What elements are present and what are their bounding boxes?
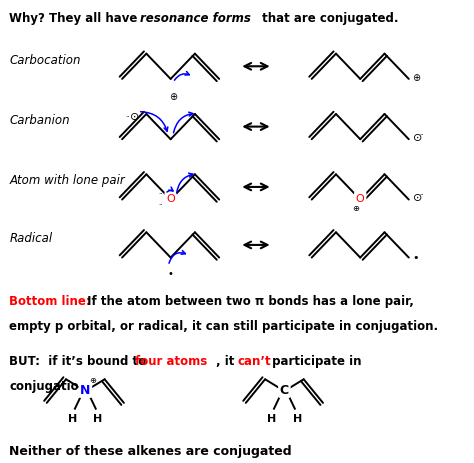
Text: ··: ·· xyxy=(158,191,163,197)
Text: participate in: participate in xyxy=(268,354,361,367)
Text: ⊕: ⊕ xyxy=(169,91,177,101)
Text: ··: ·· xyxy=(125,114,130,120)
Text: O: O xyxy=(356,194,365,204)
Text: O: O xyxy=(166,194,175,204)
Text: •: • xyxy=(412,252,419,262)
Text: Carbanion: Carbanion xyxy=(9,114,70,127)
Text: Why? They all have: Why? They all have xyxy=(9,12,142,25)
Text: •: • xyxy=(168,268,173,278)
Text: ⊕: ⊕ xyxy=(89,375,96,384)
Text: conjugation.: conjugation. xyxy=(9,380,92,393)
FancyArrowPatch shape xyxy=(167,188,173,193)
Text: , it: , it xyxy=(216,354,238,367)
Text: BUT:  if it’s bound to: BUT: if it’s bound to xyxy=(9,354,151,367)
Text: H: H xyxy=(292,413,302,424)
Text: Bottom line:: Bottom line: xyxy=(9,294,91,307)
Text: resonance forms: resonance forms xyxy=(140,12,251,25)
Text: If the atom between two π bonds has a lone pair,: If the atom between two π bonds has a lo… xyxy=(83,294,414,307)
Text: N: N xyxy=(80,383,91,396)
Text: that are conjugated.: that are conjugated. xyxy=(258,12,399,25)
FancyArrowPatch shape xyxy=(141,113,168,132)
Text: ⊙: ⊙ xyxy=(130,112,139,122)
Text: ··: ·· xyxy=(419,131,424,138)
Text: empty p orbital, or radical, it can still participate in conjugation.: empty p orbital, or radical, it can stil… xyxy=(9,319,438,332)
Text: Neither of these alkenes are conjugated: Neither of these alkenes are conjugated xyxy=(9,444,292,457)
Text: H: H xyxy=(267,413,276,424)
Text: H: H xyxy=(68,413,77,424)
Text: ⊙: ⊙ xyxy=(412,193,422,203)
Text: ⊕: ⊕ xyxy=(412,72,421,82)
FancyArrowPatch shape xyxy=(174,72,189,81)
Text: ··: ·· xyxy=(419,192,424,198)
Text: Carbocation: Carbocation xyxy=(9,54,81,67)
Text: ⊙: ⊙ xyxy=(412,132,422,143)
FancyArrowPatch shape xyxy=(169,251,185,263)
Text: Radical: Radical xyxy=(9,232,53,245)
FancyArrowPatch shape xyxy=(177,174,193,194)
Text: can’t: can’t xyxy=(237,354,271,367)
Text: C: C xyxy=(280,383,289,396)
Text: ⊕: ⊕ xyxy=(352,204,359,213)
Text: H: H xyxy=(93,413,103,424)
FancyArrowPatch shape xyxy=(173,113,193,133)
Text: Atom with lone pair: Atom with lone pair xyxy=(9,174,125,187)
Text: four atoms: four atoms xyxy=(135,354,207,367)
Text: ··: ·· xyxy=(158,202,163,208)
